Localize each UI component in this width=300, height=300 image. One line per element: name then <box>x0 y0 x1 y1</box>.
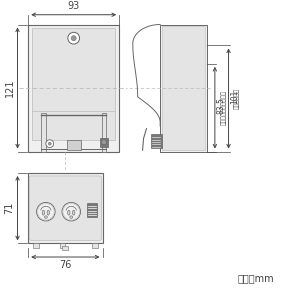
Bar <box>92 243 98 248</box>
Circle shape <box>68 32 80 44</box>
Circle shape <box>62 202 80 221</box>
Text: 単位：mm: 単位：mm <box>238 274 274 284</box>
Ellipse shape <box>70 216 73 218</box>
Bar <box>32 28 115 140</box>
Ellipse shape <box>44 216 47 218</box>
Bar <box>28 173 103 243</box>
Text: （取付寸法）: （取付寸法） <box>234 88 240 109</box>
Bar <box>28 25 119 152</box>
Text: （ボックス取付寸法）: （ボックス取付寸法） <box>221 90 226 125</box>
Bar <box>101 113 106 152</box>
Bar <box>33 243 39 248</box>
Bar <box>62 246 68 250</box>
Bar <box>67 140 80 150</box>
Text: 121: 121 <box>4 79 15 97</box>
Text: 93: 93 <box>68 1 80 11</box>
Circle shape <box>101 140 106 145</box>
Circle shape <box>46 140 54 148</box>
Bar <box>59 243 65 248</box>
Ellipse shape <box>42 210 45 215</box>
Circle shape <box>48 142 51 145</box>
Bar <box>160 25 207 152</box>
FancyBboxPatch shape <box>29 176 101 240</box>
Bar <box>100 138 108 147</box>
Ellipse shape <box>68 210 70 215</box>
Bar <box>152 134 162 148</box>
Bar <box>87 203 97 217</box>
Text: 71: 71 <box>4 202 15 214</box>
Text: 83.5: 83.5 <box>217 97 226 114</box>
Text: 101: 101 <box>230 89 239 104</box>
Ellipse shape <box>73 210 75 215</box>
Bar <box>41 113 46 152</box>
Bar <box>162 26 205 150</box>
Circle shape <box>71 36 76 40</box>
Circle shape <box>37 202 55 221</box>
Text: 76: 76 <box>59 260 72 270</box>
Ellipse shape <box>47 210 50 215</box>
